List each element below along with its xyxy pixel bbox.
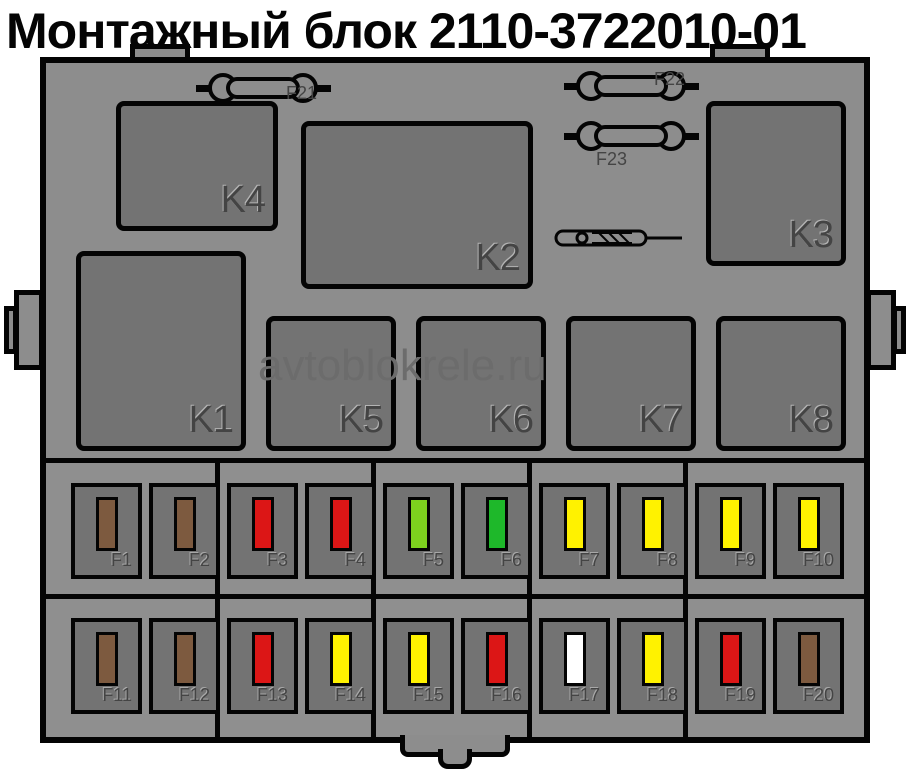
fuse-puller-icon xyxy=(554,223,684,253)
fuse-label: F7 xyxy=(579,550,600,571)
fuse-slot-f15: F15 xyxy=(383,618,454,714)
fuse-blade xyxy=(174,632,196,686)
diagram-title: Монтажный блок 2110-3722010-01 xyxy=(0,0,909,62)
fuse-slot-f6: F6 xyxy=(461,483,532,579)
fuse-slot-f11: F11 xyxy=(71,618,142,714)
fuse-label: F18 xyxy=(647,685,678,706)
fuse-slot-f19: F19 xyxy=(695,618,766,714)
relay-label: K1 xyxy=(189,399,233,442)
fuse-slot-f18: F18 xyxy=(617,618,688,714)
fuse-blade xyxy=(642,632,664,686)
fuse-blade xyxy=(564,632,586,686)
relay-label: K2 xyxy=(476,237,520,280)
relay-k8: K8 xyxy=(716,316,846,451)
fuse-slot-f13: F13 xyxy=(227,618,298,714)
relay-label: K3 xyxy=(789,214,833,257)
fuse-blade xyxy=(252,632,274,686)
fuse-slot-f2: F2 xyxy=(149,483,220,579)
top-fuse-f23: F23 xyxy=(564,111,699,163)
fuse-blade xyxy=(408,497,430,551)
top-fuse-label: F22 xyxy=(654,69,685,90)
relay-k1: K1 xyxy=(76,251,246,451)
fuse-slot-f17: F17 xyxy=(539,618,610,714)
relay-k7: K7 xyxy=(566,316,696,451)
watermark-text: avtoblokrele.ru xyxy=(258,341,547,391)
relay-k2: K2 xyxy=(301,121,533,289)
fuse-blade xyxy=(642,497,664,551)
fuse-label: F5 xyxy=(423,550,444,571)
fuse-label: F14 xyxy=(335,685,366,706)
fuse-label: F3 xyxy=(267,550,288,571)
fuse-blade xyxy=(252,497,274,551)
relay-label: K5 xyxy=(339,399,383,442)
fuse-blade xyxy=(720,497,742,551)
fuse-slot-f3: F3 xyxy=(227,483,298,579)
fuse-label: F17 xyxy=(569,685,600,706)
fuse-blade xyxy=(330,632,352,686)
fuse-block-body: F21 F22 F23 avtoblokrele.ru K4 K2 K3 K1 K5 K6 K7… xyxy=(40,57,870,743)
relay-label: K7 xyxy=(639,399,683,442)
fuse-slot-f7: F7 xyxy=(539,483,610,579)
relay-k4: K4 xyxy=(116,101,278,231)
fuse-label: F11 xyxy=(102,685,132,706)
fuse-blade xyxy=(330,497,352,551)
bottom-drain-nub xyxy=(438,749,472,769)
relay-k3: K3 xyxy=(706,101,846,266)
fuse-label: F10 xyxy=(803,550,834,571)
right-connector-inner xyxy=(892,306,906,354)
fuse-label: F20 xyxy=(803,685,834,706)
fuse-label: F8 xyxy=(657,550,678,571)
fuse-slot-f20: F20 xyxy=(773,618,844,714)
fuse-label: F15 xyxy=(413,685,444,706)
relay-label: K4 xyxy=(221,179,265,222)
top-fuse-label: F21 xyxy=(286,83,317,104)
fuse-slot-f16: F16 xyxy=(461,618,532,714)
fuse-blade xyxy=(486,497,508,551)
left-connector-inner xyxy=(4,306,18,354)
fuse-label: F12 xyxy=(179,685,210,706)
fuse-slot-f12: F12 xyxy=(149,618,220,714)
fuse-label: F1 xyxy=(111,550,132,571)
fuse-label: F6 xyxy=(501,550,522,571)
fuse-blade xyxy=(486,632,508,686)
top-fuse-f22: F22 xyxy=(564,61,699,113)
fuse-label: F19 xyxy=(725,685,756,706)
fuse-slot-f4: F4 xyxy=(305,483,376,579)
fuse-blade xyxy=(798,632,820,686)
diagram-canvas: Монтажный блок 2110-3722010-01 F21 F22 F23… xyxy=(0,0,909,773)
fuse-label: F16 xyxy=(491,685,522,706)
fuse-blade xyxy=(96,632,118,686)
fuse-slot-f9: F9 xyxy=(695,483,766,579)
fuse-blade xyxy=(720,632,742,686)
fuse-slot-f1: F1 xyxy=(71,483,142,579)
fuse-blade xyxy=(174,497,196,551)
fuse-label: F9 xyxy=(735,550,756,571)
fuse-blade xyxy=(798,497,820,551)
fuse-row-divider xyxy=(46,594,864,599)
fuse-blade xyxy=(564,497,586,551)
top-fuse-label: F23 xyxy=(596,149,627,170)
fuse-slot-f8: F8 xyxy=(617,483,688,579)
fuse-label: F2 xyxy=(189,550,210,571)
relay-label: K8 xyxy=(789,399,833,442)
relay-label: K6 xyxy=(489,399,533,442)
fuse-blade xyxy=(408,632,430,686)
fuse-slot-f10: F10 xyxy=(773,483,844,579)
fuse-label: F4 xyxy=(345,550,366,571)
fuse-slot-f5: F5 xyxy=(383,483,454,579)
fuse-label: F13 xyxy=(257,685,288,706)
fuse-blade xyxy=(96,497,118,551)
fuse-slot-f14: F14 xyxy=(305,618,376,714)
